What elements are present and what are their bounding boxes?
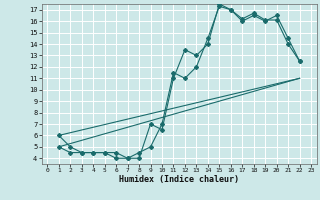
X-axis label: Humidex (Indice chaleur): Humidex (Indice chaleur) (119, 175, 239, 184)
